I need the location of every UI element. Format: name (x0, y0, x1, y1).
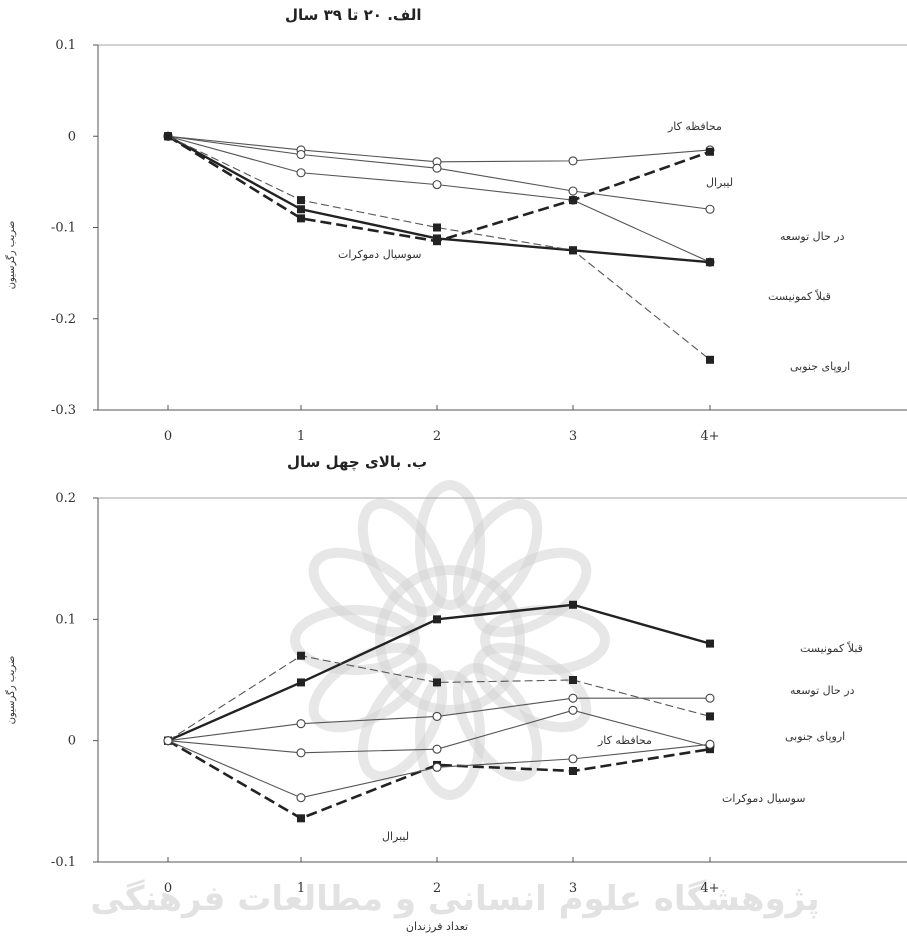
watermark-text: پژوهشگاه علوم انسانی و مطالعات فرهنگی (90, 879, 819, 919)
data-point-circle (296, 719, 306, 729)
data-point-square (433, 237, 441, 246)
data-point-square (706, 712, 714, 721)
data-point-circle (432, 744, 442, 754)
watermark-petal (415, 480, 485, 610)
watermark-petal (452, 663, 543, 782)
data-point-circle (432, 180, 442, 190)
series-annotation: اروپای جنوبی (785, 730, 845, 743)
y-tick-label: -0.1 (51, 221, 76, 236)
x-tick-label: 2 (433, 881, 441, 896)
data-point-square (569, 246, 577, 255)
watermark-petal (480, 605, 610, 675)
data-point-square (297, 214, 305, 223)
watermark-ring (375, 565, 525, 715)
data-point-circle (163, 736, 173, 746)
data-point-circle (705, 693, 715, 703)
series-annotation: سوسیال دموکرات (338, 248, 421, 261)
watermark: پژوهشگاه علوم انسانی و مطالعات فرهنگی (90, 480, 820, 919)
data-point-circle (432, 762, 442, 772)
chart-title: الف. ۲۰ تا ۳۹ سال (285, 6, 422, 24)
data-point-circle (432, 711, 442, 721)
data-point-circle (568, 754, 578, 764)
panel-b: ب. بالای چهل سال 0.2 0.1 0 -0.1 0 1 2 3 4+ ضریب رگ… (5, 453, 907, 933)
data-point-circle (568, 693, 578, 703)
series-annotation: در حال توسعه (790, 684, 855, 697)
data-point-square (297, 678, 305, 687)
data-point-circle (705, 204, 715, 214)
data-point-square (569, 676, 577, 684)
data-point-circle (568, 156, 578, 166)
series-line (167, 135, 711, 210)
data-point-circle (705, 739, 715, 749)
series-annotation: سوسیال دموکرات (722, 792, 805, 805)
data-point-square (706, 355, 714, 364)
data-point-square (433, 678, 441, 687)
x-tick-label: 4+ (700, 881, 719, 896)
y-tick-label: -0.2 (51, 312, 76, 327)
series-annotation: لیبرال (706, 176, 733, 189)
x-tick-label: 0 (164, 429, 172, 444)
data-point-square (706, 258, 714, 267)
series-annotation: قبلاً کمونیست (800, 640, 863, 655)
series-annotation: محافظه کار (597, 734, 652, 747)
x-tick-label: 4+ (700, 429, 719, 444)
series-annotation: لیبرال (382, 830, 409, 843)
y-tick-label: 0 (68, 129, 76, 144)
y-tick-label: -0.1 (51, 855, 76, 870)
watermark-petal (473, 547, 592, 638)
watermark-petal (290, 605, 420, 675)
series-annotation: محافظه کار (667, 120, 722, 133)
data-point-circle (296, 149, 306, 160)
series-line (167, 135, 711, 361)
data-point-square (297, 196, 305, 205)
data-point-square (297, 651, 305, 660)
data-point-circle (432, 163, 442, 173)
watermark-petal (357, 663, 448, 782)
watermark-petal (452, 498, 543, 617)
y-axis-label: ضریب رگرسیون (5, 221, 17, 290)
data-point-square (297, 814, 305, 823)
x-tick-label: 2 (433, 429, 441, 444)
watermark-petal (308, 547, 427, 638)
data-point-square (706, 745, 714, 754)
series-line (167, 739, 711, 820)
data-point-square (164, 132, 172, 141)
x-tick-label: 3 (569, 429, 577, 444)
series-annotation: اروپای جنوبی (790, 360, 850, 373)
data-point-square (706, 147, 714, 156)
series-annotation: قبلاً کمونیست (768, 288, 831, 303)
data-point-square (569, 767, 577, 775)
x-axis-label: تعداد فرزندان (406, 920, 468, 933)
data-point-circle (296, 168, 306, 178)
watermark-petal (357, 498, 448, 617)
y-tick-label: 0 (68, 734, 76, 749)
series-annotation: در حال توسعه (780, 230, 845, 243)
y-tick-label: 0.1 (55, 38, 76, 53)
x-tick-label: 1 (297, 429, 305, 444)
data-point-square (569, 196, 577, 205)
chart-title: ب. بالای چهل سال (287, 453, 427, 472)
data-point-square (569, 600, 577, 609)
data-point-square (706, 639, 714, 648)
watermark-petal (308, 642, 427, 733)
y-tick-label: 0.1 (55, 612, 76, 627)
data-point-square (433, 223, 441, 232)
x-tick-label: 1 (297, 881, 305, 896)
watermark-petal (415, 670, 485, 800)
data-point-square (433, 615, 441, 624)
watermark-petal (473, 642, 592, 733)
data-point-circle (568, 186, 578, 196)
panel-a: الف. ۲۰ تا ۳۹ سال 0.1 0 -0.1 -0.2 -0.3 0 1 2 3 4+ ض… (5, 6, 907, 444)
y-tick-label: -0.3 (51, 403, 76, 418)
x-tick-label: 3 (569, 881, 577, 896)
data-point-circle (568, 705, 578, 715)
y-tick-label: 0.2 (55, 491, 76, 506)
x-tick-label: 0 (164, 881, 172, 896)
data-point-square (297, 205, 305, 214)
y-axis-label: ضریب رگرسیون (5, 656, 17, 725)
data-point-circle (296, 748, 306, 758)
data-point-circle (296, 793, 306, 803)
